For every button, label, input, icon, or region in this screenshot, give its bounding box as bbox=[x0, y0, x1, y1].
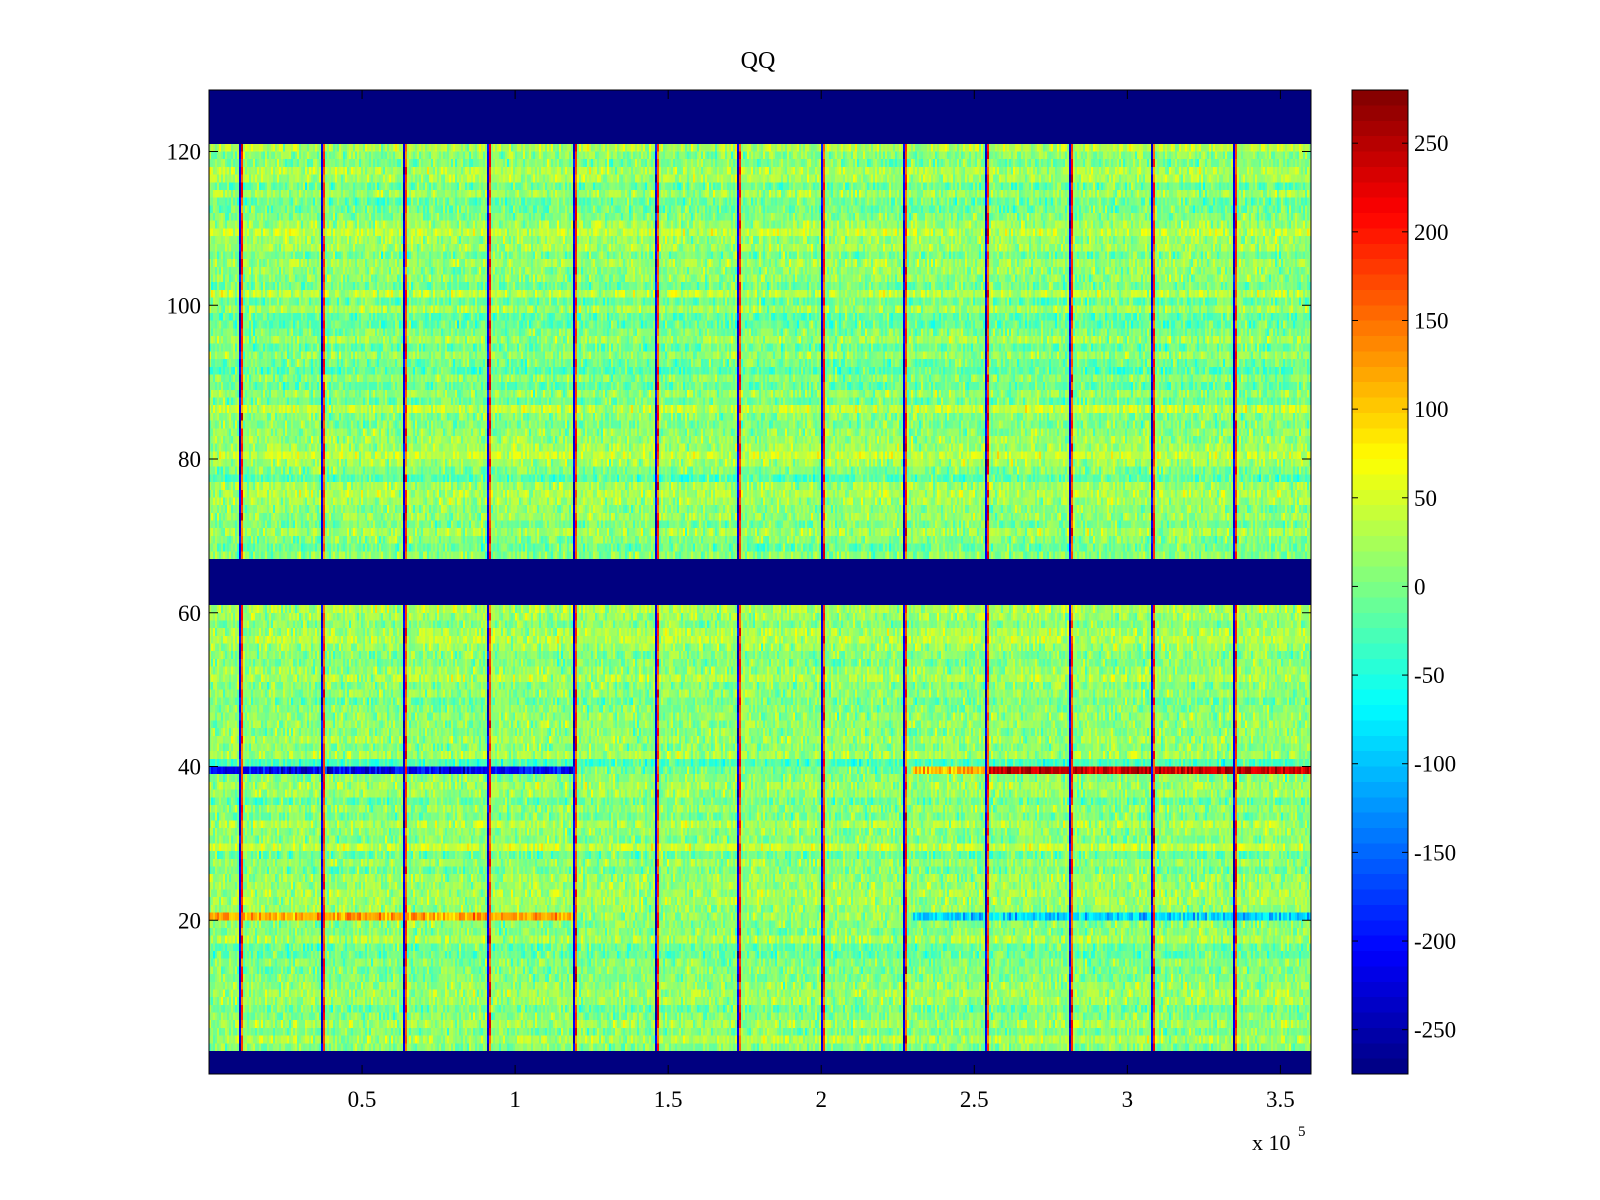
x-axis-ticks: 0.5 1 1.5 2 2.5 3 3.5 bbox=[348, 90, 1295, 1112]
y-tick-label: 80 bbox=[178, 447, 201, 472]
colorbar-tick-label: -250 bbox=[1414, 1018, 1456, 1043]
x-tick-label: 3.5 bbox=[1266, 1087, 1295, 1112]
colorbar-tick-label: -200 bbox=[1414, 929, 1456, 954]
x-tick-label: 1.5 bbox=[654, 1087, 683, 1112]
y-tick-label: 40 bbox=[178, 755, 201, 780]
x-scale-label: x 10 bbox=[1252, 1130, 1291, 1155]
colorbar-tick-label: 150 bbox=[1414, 308, 1449, 333]
x-tick-label: 2 bbox=[815, 1087, 827, 1112]
chart-title: QQ bbox=[741, 48, 776, 74]
colorbar-gradient bbox=[1352, 90, 1408, 1074]
colorbar-ticks: 250 200 150 100 50 0 -50 -100 -150 -200 -250 bbox=[1352, 131, 1456, 1043]
colorbar-frame bbox=[1351, 89, 1409, 1075]
colorbar-tick-label: 50 bbox=[1414, 486, 1437, 511]
colorbar-tick-label: -100 bbox=[1414, 752, 1456, 777]
x-tick-label: 3 bbox=[1122, 1087, 1134, 1112]
colorbar-tick-label: -50 bbox=[1414, 663, 1445, 688]
y-tick-label: 120 bbox=[167, 140, 202, 165]
y-tick-label: 20 bbox=[178, 908, 201, 933]
heatmap-image bbox=[209, 90, 1311, 1074]
colorbar-tick-label: 0 bbox=[1414, 574, 1426, 599]
y-tick-label: 60 bbox=[178, 601, 201, 626]
colorbar-tick-label: 200 bbox=[1414, 220, 1449, 245]
x-tick-label: 1 bbox=[509, 1087, 521, 1112]
x-scale-exponent: 5 bbox=[1298, 1124, 1306, 1140]
colorbar-tick-label: 250 bbox=[1414, 131, 1449, 156]
y-axis-ticks: 20 40 60 80 100 120 bbox=[167, 140, 1311, 933]
x-tick-label: 0.5 bbox=[348, 1087, 377, 1112]
y-tick-label: 100 bbox=[167, 293, 202, 318]
colorbar-tick-label: -150 bbox=[1414, 840, 1456, 865]
axes-frame bbox=[208, 89, 1312, 1075]
colorbar-tick-label: 100 bbox=[1414, 397, 1449, 422]
x-tick-label: 2.5 bbox=[960, 1087, 989, 1112]
